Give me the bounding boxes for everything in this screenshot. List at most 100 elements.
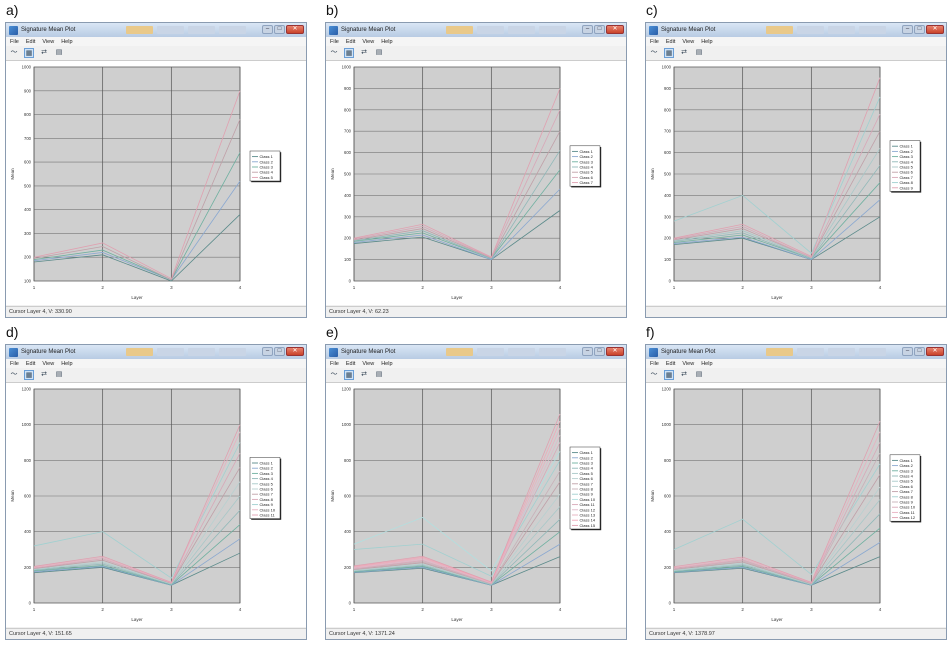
y-tick-label: 400 xyxy=(24,529,32,534)
line-chart-icon[interactable]: 〜 xyxy=(330,371,338,378)
maximize-button[interactable]: □ xyxy=(594,347,605,356)
histogram-icon[interactable]: ▦ xyxy=(344,370,354,380)
swap-icon[interactable]: ⇄ xyxy=(41,49,47,56)
menu-item-view[interactable]: View xyxy=(42,360,55,367)
y-tick-label: 1000 xyxy=(662,422,672,427)
swap-icon[interactable]: ⇄ xyxy=(361,49,367,56)
series-line-8 xyxy=(353,470,561,585)
menu-bar: File Edit View Help xyxy=(326,37,626,46)
legend-entry: Class 2 xyxy=(260,159,274,164)
print-icon[interactable]: ▤ xyxy=(55,49,63,56)
app-icon xyxy=(649,25,658,35)
minimize-button[interactable]: – xyxy=(262,25,273,34)
close-button[interactable]: ✕ xyxy=(926,25,944,34)
menu-item-edit[interactable]: Edit xyxy=(665,38,676,45)
legend-entry: Class 2 xyxy=(580,455,594,460)
y-tick-label: 100 xyxy=(344,257,352,262)
close-button[interactable]: ✕ xyxy=(286,25,304,34)
minimize-button[interactable]: – xyxy=(582,25,593,34)
print-icon[interactable]: ▤ xyxy=(695,371,703,378)
title-bar[interactable]: Signature Mean Plot – □ ✕ xyxy=(326,345,626,359)
maximize-button[interactable]: □ xyxy=(594,25,605,34)
line-chart-icon[interactable]: 〜 xyxy=(650,49,658,56)
close-button[interactable]: ✕ xyxy=(606,25,624,34)
panel-label-d: d) xyxy=(6,324,19,340)
line-chart-icon[interactable]: 〜 xyxy=(330,49,338,56)
menu-item-view[interactable]: View xyxy=(682,360,695,367)
histogram-icon[interactable]: ▦ xyxy=(344,48,354,58)
histogram-icon[interactable]: ▦ xyxy=(664,48,674,58)
minimize-button[interactable]: – xyxy=(582,347,593,356)
maximize-button[interactable]: □ xyxy=(914,347,925,356)
minimize-button[interactable]: – xyxy=(902,25,913,34)
title-bar[interactable]: Signature Mean Plot – □ ✕ xyxy=(646,345,946,359)
legend-entry: Class 5 xyxy=(900,165,914,170)
legend-entry: Class 5 xyxy=(260,481,274,486)
toolbar: 〜 ▦ ⇄ ▤ xyxy=(326,46,626,61)
menu-item-file[interactable]: File xyxy=(650,38,659,45)
series-line-7 xyxy=(353,88,561,258)
swap-icon[interactable]: ⇄ xyxy=(681,371,687,378)
plot-area: 0 200 400 600 800 1000 1200 1 2 3 4 Layer Mean Class … xyxy=(326,383,626,627)
print-icon[interactable]: ▤ xyxy=(55,371,63,378)
menu-item-help[interactable]: Help xyxy=(701,38,713,45)
menu-item-help[interactable]: Help xyxy=(61,360,73,367)
menu-item-file[interactable]: File xyxy=(10,360,19,367)
legend-entry: Class 11 xyxy=(260,513,276,518)
swap-icon[interactable]: ⇄ xyxy=(681,49,687,56)
title-bar[interactable]: Signature Mean Plot – □ ✕ xyxy=(6,345,306,359)
menu-item-edit[interactable]: Edit xyxy=(25,360,36,367)
menu-item-file[interactable]: File xyxy=(650,360,659,367)
swap-icon[interactable]: ⇄ xyxy=(361,371,367,378)
menu-item-edit[interactable]: Edit xyxy=(345,38,356,45)
close-button[interactable]: ✕ xyxy=(286,347,304,356)
line-chart: 0 200 400 600 800 1000 1200 1 2 3 4 Layer Mean Class … xyxy=(10,387,282,622)
close-button[interactable]: ✕ xyxy=(606,347,624,356)
y-tick-label: 100 xyxy=(664,257,672,262)
print-icon[interactable]: ▤ xyxy=(375,49,383,56)
minimize-button[interactable]: – xyxy=(262,347,273,356)
menu-item-view[interactable]: View xyxy=(362,360,375,367)
menu-item-help[interactable]: Help xyxy=(381,38,393,45)
menu-item-view[interactable]: View xyxy=(362,38,375,45)
window-title: Signature Mean Plot xyxy=(661,349,716,355)
menu-item-help[interactable]: Help xyxy=(381,360,393,367)
legend-entry: Class 9 xyxy=(260,502,274,507)
y-tick-label: 1200 xyxy=(662,387,672,392)
menu-item-edit[interactable]: Edit xyxy=(345,360,356,367)
histogram-icon[interactable]: ▦ xyxy=(24,48,34,58)
app-window-e: Signature Mean Plot – □ ✕ File Edit View Help 〜 ▦… xyxy=(325,344,627,640)
print-icon[interactable]: ▤ xyxy=(375,371,383,378)
histogram-icon[interactable]: ▦ xyxy=(664,370,674,380)
menu-item-help[interactable]: Help xyxy=(701,360,713,367)
menu-item-file[interactable]: File xyxy=(330,360,339,367)
series-line-6 xyxy=(353,109,561,258)
line-chart-icon[interactable]: 〜 xyxy=(650,371,658,378)
menu-item-view[interactable]: View xyxy=(682,38,695,45)
menu-item-view[interactable]: View xyxy=(42,38,55,45)
close-button[interactable]: ✕ xyxy=(926,347,944,356)
y-tick-label: 600 xyxy=(664,494,672,499)
minimize-button[interactable]: – xyxy=(902,347,913,356)
menu-item-file[interactable]: File xyxy=(10,38,19,45)
menu-item-edit[interactable]: Edit xyxy=(25,38,36,45)
maximize-button[interactable]: □ xyxy=(274,25,285,34)
histogram-icon[interactable]: ▦ xyxy=(24,370,34,380)
line-chart-icon[interactable]: 〜 xyxy=(10,49,18,56)
window-title: Signature Mean Plot xyxy=(21,27,76,33)
line-chart-icon[interactable]: 〜 xyxy=(10,371,18,378)
title-bar[interactable]: Signature Mean Plot – □ ✕ xyxy=(326,23,626,37)
maximize-button[interactable]: □ xyxy=(274,347,285,356)
legend-entry: Class 6 xyxy=(900,484,914,489)
title-bar[interactable]: Signature Mean Plot – □ ✕ xyxy=(6,23,306,37)
app-window-d: Signature Mean Plot – □ ✕ File Edit View Help 〜 ▦… xyxy=(5,344,307,640)
print-icon[interactable]: ▤ xyxy=(695,49,703,56)
series-line-7 xyxy=(353,481,561,585)
menu-item-file[interactable]: File xyxy=(330,38,339,45)
maximize-button[interactable]: □ xyxy=(914,25,925,34)
title-bar[interactable]: Signature Mean Plot – □ ✕ xyxy=(646,23,946,37)
menu-item-edit[interactable]: Edit xyxy=(665,360,676,367)
swap-icon[interactable]: ⇄ xyxy=(41,371,47,378)
menu-item-help[interactable]: Help xyxy=(61,38,73,45)
